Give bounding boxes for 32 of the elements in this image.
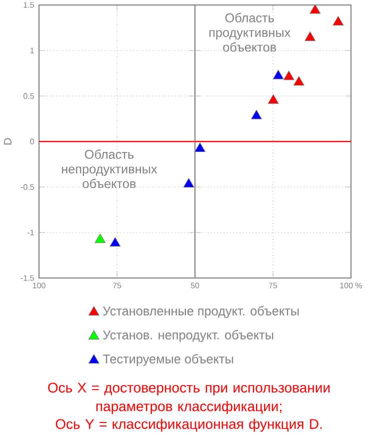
x-tick-label: 50 (190, 282, 200, 288)
x-tick-label: 100 % (340, 282, 362, 288)
point (272, 70, 284, 80)
point (310, 4, 321, 14)
point (94, 234, 106, 244)
point (332, 16, 344, 26)
point (194, 142, 206, 152)
point (250, 110, 262, 120)
text: Ось Y = классификационная функция D. (56, 418, 322, 432)
x-tick-label: 75 (112, 282, 122, 288)
x-tick-label: 75 (268, 282, 278, 288)
annotation: Область продуктивных объектов (209, 12, 291, 52)
y-axis-title: D (4, 138, 12, 144)
y-tick-label: 0 (30, 138, 34, 144)
y-tick-label: -0.5 (20, 184, 34, 190)
legend-label: Установ. непродукт. объекты (102, 330, 274, 342)
point (268, 94, 279, 104)
x-tick-label: 100 (32, 282, 46, 288)
y-tick-label: -1.5 (20, 275, 34, 281)
point (283, 70, 294, 80)
y-tick-label: -1 (28, 230, 34, 236)
legend-label: Установленные продукт. объекты (102, 306, 299, 318)
annotation: Область непродуктивных объектов (62, 149, 158, 188)
point (304, 31, 316, 42)
text: Ось X = достоверность при использовании параметров классификации; (48, 382, 330, 414)
point (183, 178, 194, 188)
y-tick-label: 1.5 (24, 2, 34, 8)
point (110, 237, 121, 247)
y-tick-label: 1 (30, 48, 34, 54)
point (293, 76, 304, 86)
legend-label: Тестируемые объекты (102, 354, 233, 366)
y-tick-label: 0.5 (23, 93, 34, 99)
